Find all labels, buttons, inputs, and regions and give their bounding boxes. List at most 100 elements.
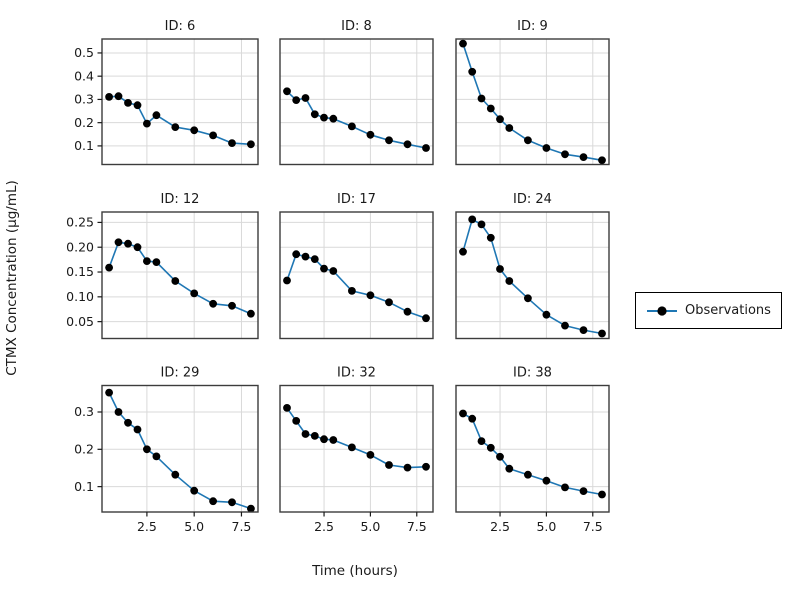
y-tick-label: 0.2 xyxy=(74,115,94,130)
data-point xyxy=(468,215,477,224)
x-tick-label: 7.5 xyxy=(232,519,252,534)
data-point xyxy=(310,110,319,119)
data-point xyxy=(124,239,132,248)
panel-38: ID: 38 2.5 5.0 7.5 xyxy=(455,366,610,534)
data-point xyxy=(422,144,430,152)
data-point xyxy=(496,265,504,273)
y-tick-label: 0.3 xyxy=(74,404,94,419)
facet-title: ID: 9 xyxy=(517,19,548,34)
data-point xyxy=(320,435,328,444)
data-point xyxy=(329,114,338,123)
facet-title: ID: 17 xyxy=(337,192,376,207)
x-tick-label: 2.5 xyxy=(314,519,334,534)
data-point xyxy=(542,310,551,319)
data-point xyxy=(143,257,151,265)
x-tick-label: 5.0 xyxy=(536,519,556,534)
data-point xyxy=(486,443,495,452)
data-point xyxy=(228,498,236,507)
data-point xyxy=(505,277,514,285)
y-tick-label: 0.10 xyxy=(66,289,94,304)
data-point xyxy=(329,267,338,275)
legend-label: Observations xyxy=(685,303,771,318)
data-point xyxy=(152,111,161,120)
y-tick-label: 0.05 xyxy=(66,314,94,329)
data-point xyxy=(422,462,430,471)
data-point xyxy=(124,99,132,107)
data-point xyxy=(459,247,467,256)
data-point xyxy=(477,220,486,229)
data-point xyxy=(301,430,310,438)
facet-title: ID: 29 xyxy=(161,366,200,381)
data-point xyxy=(385,298,393,307)
data-point xyxy=(348,443,356,452)
y-tick-label: 0.4 xyxy=(74,68,94,83)
data-point xyxy=(209,299,218,308)
x-tick-label: 7.5 xyxy=(407,519,427,534)
data-point xyxy=(542,476,551,485)
data-point xyxy=(505,464,514,473)
data-point xyxy=(366,130,375,139)
y-tick-label: 0.25 xyxy=(66,215,94,230)
facet-title: ID: 12 xyxy=(161,192,200,207)
data-point xyxy=(209,131,218,140)
data-point xyxy=(579,326,588,334)
panel-6: ID: 6 0.1 0.2 0.3 0.4 0.5 xyxy=(74,19,259,166)
data-point xyxy=(283,404,291,412)
data-point xyxy=(348,122,356,131)
data-point xyxy=(459,409,467,418)
data-point xyxy=(561,150,569,159)
facet-title: ID: 32 xyxy=(337,366,376,381)
data-point xyxy=(496,115,504,124)
facet-title: ID: 24 xyxy=(513,192,552,207)
data-point xyxy=(366,291,375,300)
x-tick-label: 5.0 xyxy=(360,519,380,534)
data-point xyxy=(524,136,532,145)
data-point xyxy=(366,451,375,459)
data-point xyxy=(105,263,113,272)
data-point xyxy=(505,124,514,132)
facet-title: ID: 8 xyxy=(341,19,372,34)
data-point xyxy=(310,432,319,440)
data-point xyxy=(459,39,467,48)
data-point xyxy=(598,329,606,338)
data-point xyxy=(310,255,319,263)
data-point xyxy=(385,136,393,145)
data-point xyxy=(403,307,412,316)
data-point xyxy=(320,113,328,122)
panel-29: ID: 29 0.1 0.2 0.3 2.5 5.0 7.5 xyxy=(74,366,259,534)
data-point xyxy=(524,470,532,479)
data-point xyxy=(152,452,161,461)
data-point xyxy=(105,93,113,101)
data-point xyxy=(301,252,310,261)
data-point xyxy=(477,437,486,445)
facet-title: ID: 6 xyxy=(165,19,196,34)
x-tick-label: 2.5 xyxy=(490,519,510,534)
data-point xyxy=(133,101,142,110)
y-tick-label: 0.20 xyxy=(66,239,94,254)
data-point xyxy=(422,314,430,323)
data-point xyxy=(598,156,606,165)
data-point xyxy=(561,321,569,330)
panel-12: ID: 12 0.05 0.10 0.15 0.20 0.25 xyxy=(66,192,259,340)
data-point xyxy=(283,276,291,285)
data-point xyxy=(124,418,132,427)
panel-17: ID: 17 xyxy=(279,192,434,340)
data-point xyxy=(542,144,551,152)
y-tick-label: 0.1 xyxy=(74,479,94,494)
data-point xyxy=(486,233,495,242)
data-point xyxy=(114,238,123,247)
data-point xyxy=(486,104,495,113)
x-tick-label: 7.5 xyxy=(583,519,603,534)
data-point xyxy=(133,425,142,434)
y-tick-label: 0.5 xyxy=(74,45,94,60)
data-point xyxy=(143,445,151,454)
data-point xyxy=(579,487,588,495)
data-point xyxy=(143,119,151,128)
y-tick-label: 0.3 xyxy=(74,92,94,107)
observations-marker-icon xyxy=(647,305,677,316)
data-point xyxy=(171,277,180,285)
y-tick-label: 0.15 xyxy=(66,264,94,279)
x-tick-label: 2.5 xyxy=(137,519,157,534)
